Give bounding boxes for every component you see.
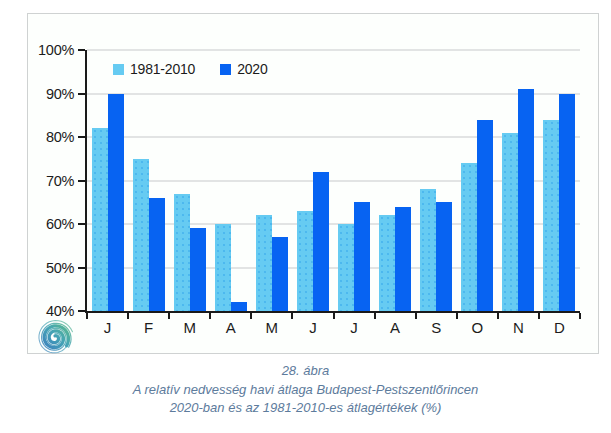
x-tick-label: J [333,319,374,336]
legend-label: 1981-2010 [130,61,195,77]
x-axis-labels: JFMAMJJASOND [87,319,580,336]
x-tick-label: M [251,319,292,336]
y-tick-label: 90% [46,86,74,102]
legend-item: 2020 [220,61,267,77]
omsz-spiral-logo-icon [34,316,80,358]
y-tick-mark [78,93,85,95]
y-tick-label: 60% [46,216,74,232]
y-tick-label: 100% [38,42,74,58]
chart-frame: 40%50%60%70%80%90%100% JFMAMJJASOND 1981… [27,13,599,354]
x-tick-marks [87,50,580,311]
x-tick-label: A [210,319,251,336]
y-tick-mark [78,310,85,312]
legend-swatch [220,64,231,75]
y-tick-mark [78,223,85,225]
x-tick-label: O [457,319,498,336]
x-tick-label: S [416,319,457,336]
x-tick-label: M [169,319,210,336]
figure-caption: 28. ábra A relatív nedvesség havi átlaga… [0,362,611,418]
y-axis-labels: 40%50%60%70%80%90%100% [28,50,74,311]
x-tick-label: D [539,319,580,336]
x-tick-label: N [498,319,539,336]
caption-line-number: 28. ábra [0,362,611,381]
y-tick-label: 70% [46,173,74,189]
legend-label: 2020 [237,61,267,77]
y-tick-mark [78,180,85,182]
y-tick-label: 80% [46,129,74,145]
legend: 1981-2010 2020 [113,61,268,77]
x-tick-label: J [87,319,128,336]
x-tick-label: F [128,319,169,336]
y-tick-label: 50% [46,260,74,276]
y-tick-mark [78,136,85,138]
legend-swatch [113,64,124,75]
x-tick-label: A [375,319,416,336]
caption-line-title: A relatív nedvesség havi átlaga Budapest… [0,381,611,400]
plot-area: 40%50%60%70%80%90%100% JFMAMJJASOND 1981… [85,50,580,313]
caption-line-subtitle: 2020-ban és az 1981-2010-es átlagértékek… [0,399,611,418]
y-tick-mark [78,49,85,51]
legend-item: 1981-2010 [113,61,195,77]
x-tick-label: J [292,319,333,336]
y-tick-mark [78,267,85,269]
